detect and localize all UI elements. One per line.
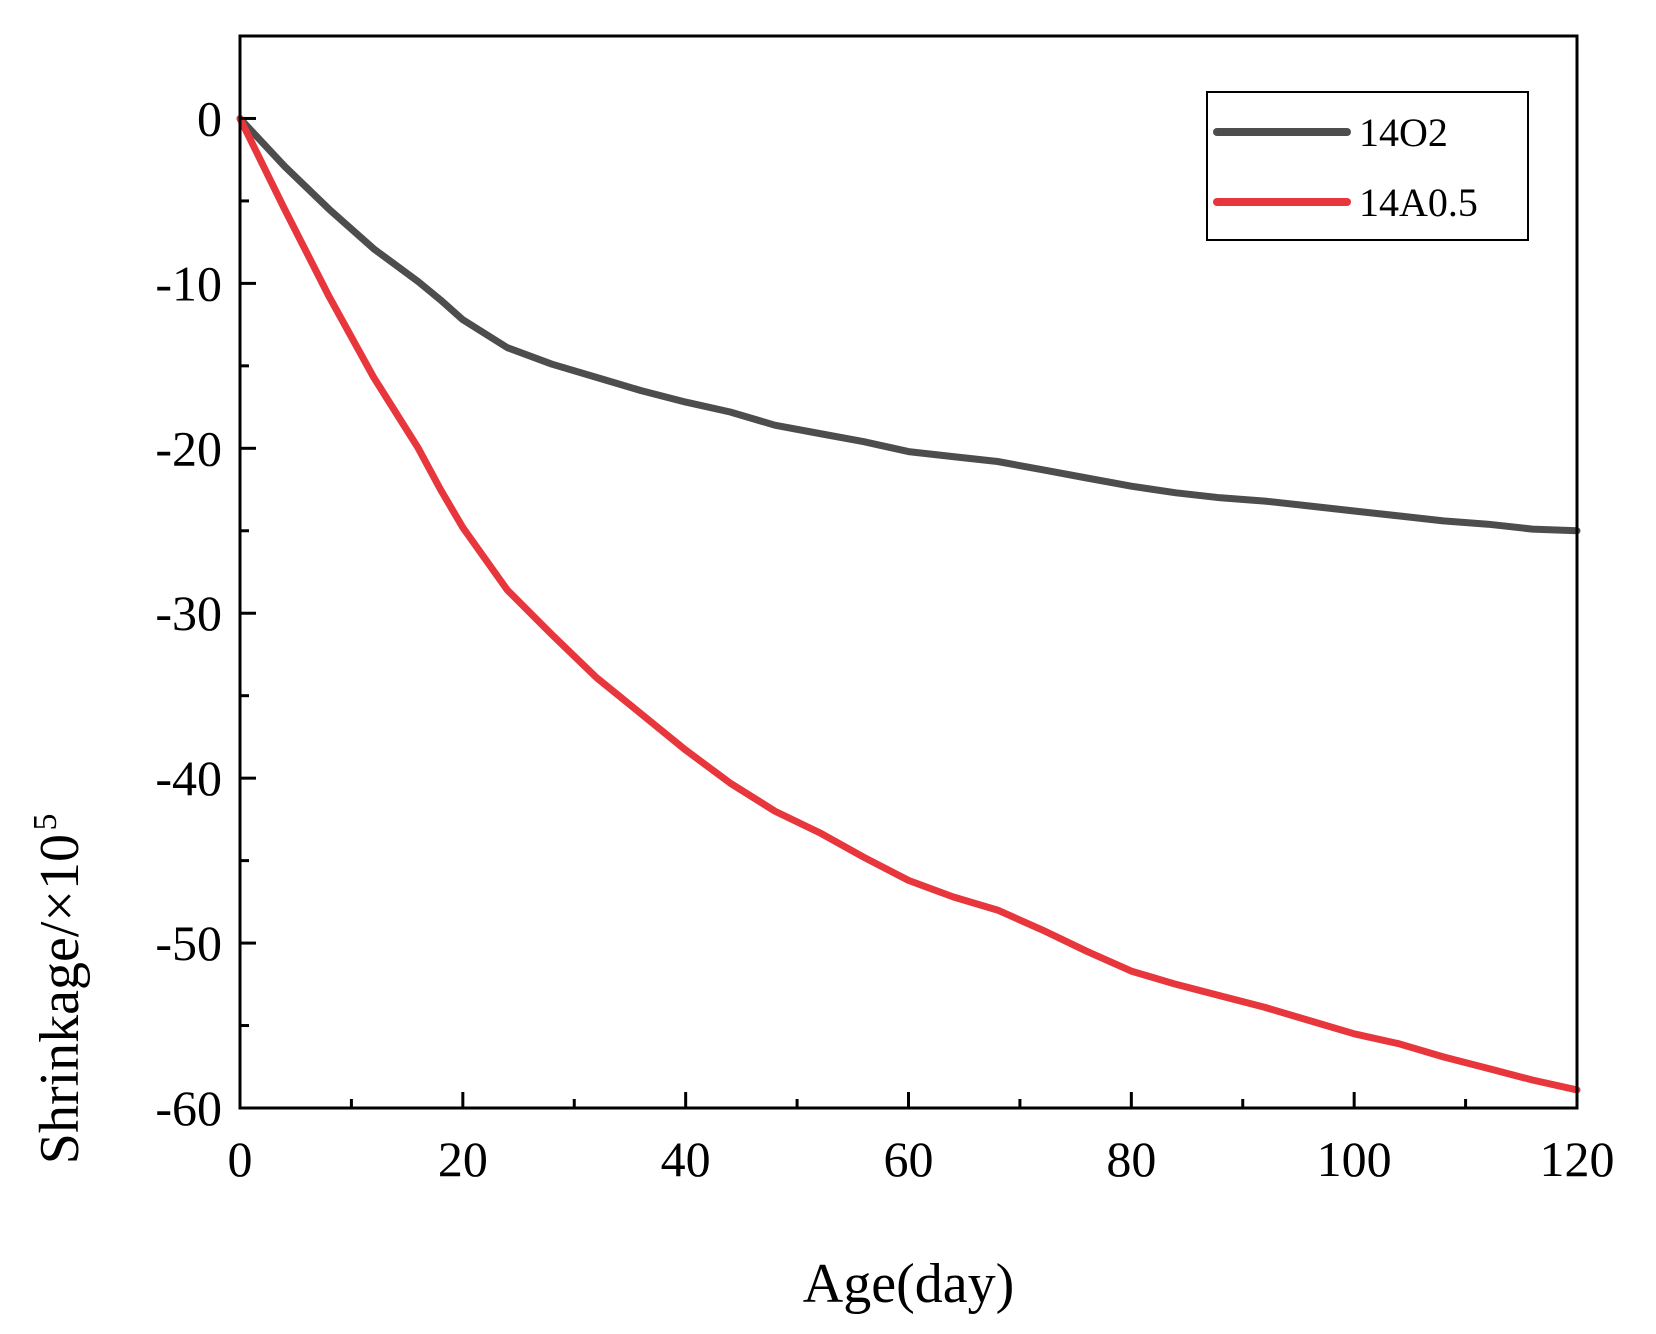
- x-tick-label: 120: [1540, 1131, 1615, 1187]
- legend-label-14O2: 14O2: [1359, 110, 1448, 155]
- series-line-14A0.5: [236, 115, 1581, 1094]
- series-layer: [236, 115, 1581, 1094]
- y-tick-label: -10: [155, 255, 222, 311]
- y-axis-title-group: Shrinkage/×10 5: [27, 814, 91, 1165]
- y-tick-label: -30: [155, 585, 222, 641]
- legend-box: [1206, 91, 1529, 241]
- x-tick-label: 60: [884, 1131, 934, 1187]
- legend-label-14A0.5: 14A0.5: [1359, 180, 1478, 225]
- x-tick-label: 0: [228, 1131, 253, 1187]
- y-axis-title-superscript: 5: [27, 814, 64, 831]
- axis-layer: 0 20 40 60 80 100 120 0 -10 -20 -30 -40 -50 -60: [155, 34, 1615, 1187]
- y-tick-label: -60: [155, 1080, 222, 1136]
- x-tick-label: 80: [1106, 1131, 1156, 1187]
- y-tick-label: -50: [155, 915, 222, 971]
- legend: 14O2 14A0.5: [1206, 91, 1529, 241]
- y-tick-label: 0: [197, 90, 222, 146]
- x-tick-label: 40: [661, 1131, 711, 1187]
- y-tick-label: -20: [155, 420, 222, 476]
- y-tick-label: -40: [155, 750, 222, 806]
- series-line-14O2: [236, 115, 1581, 535]
- x-tick-label: 100: [1317, 1131, 1392, 1187]
- x-tick-label: 20: [438, 1131, 488, 1187]
- x-axis-title: Age(day): [803, 1253, 1014, 1315]
- y-axis-title: Shrinkage/×10: [29, 834, 91, 1164]
